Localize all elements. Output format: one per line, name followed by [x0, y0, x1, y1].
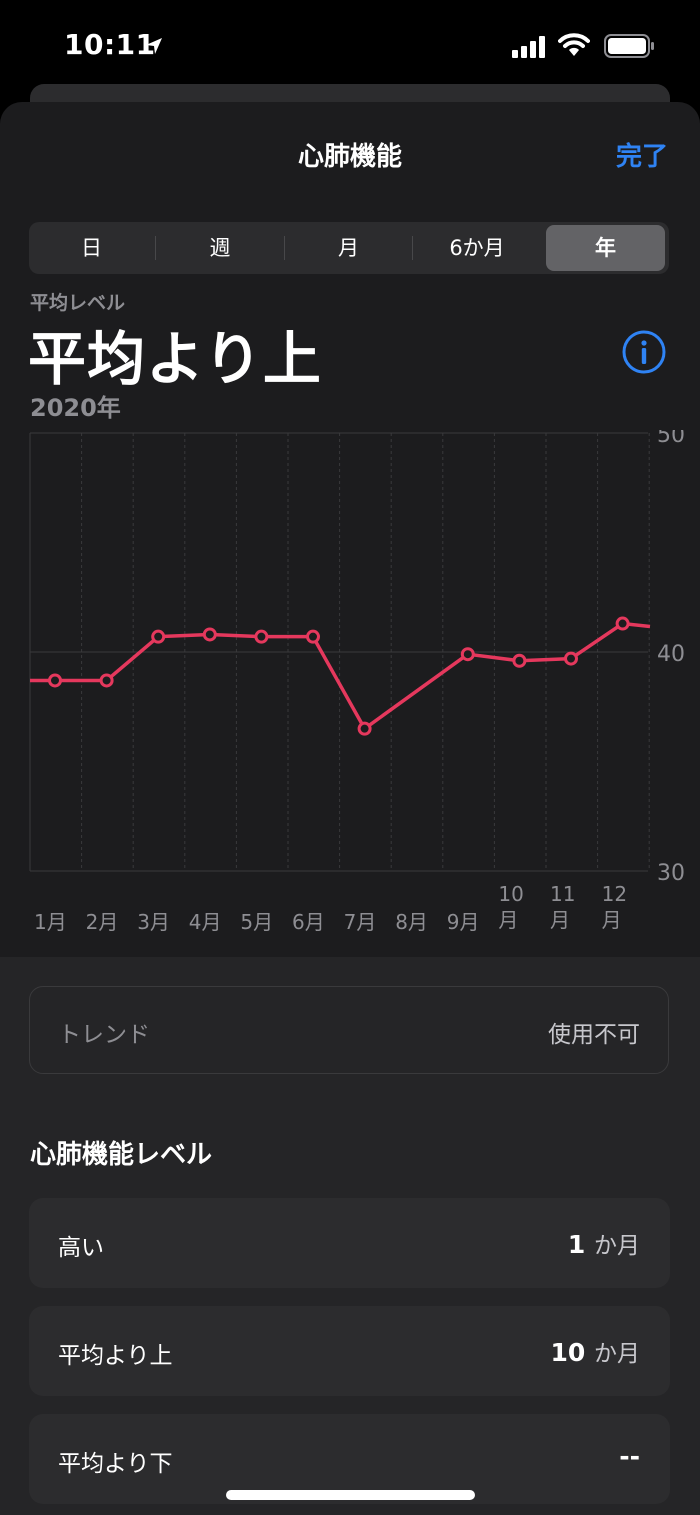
x-tick-label: 12 — [602, 882, 627, 906]
x-tick-label: 8月 — [395, 910, 428, 934]
x-tick-label: 10 — [498, 882, 523, 906]
location-arrow-icon — [146, 38, 162, 54]
level-card-above-average[interactable]: 平均より上 10 か月 — [29, 1306, 670, 1396]
x-tick-label: 3月 — [137, 910, 170, 934]
level-count: -- — [619, 1442, 640, 1471]
segment-week[interactable]: 週 — [209, 236, 231, 260]
data-point — [306, 629, 320, 644]
data-point — [512, 653, 527, 668]
level-value: 1 か月 — [568, 1226, 640, 1260]
trend-card[interactable]: トレンド 使用不可 — [29, 986, 669, 1074]
level-value: -- — [619, 1442, 640, 1471]
done-button[interactable]: 完了 — [615, 142, 668, 172]
y-tick-label: 30 — [657, 861, 685, 886]
data-point — [151, 629, 166, 644]
levels-section-title: 心肺機能レベル — [30, 1140, 213, 1170]
x-tick-label: 11 — [550, 882, 575, 906]
level-unit: か月 — [594, 1233, 640, 1259]
x-tick-label: 1月 — [34, 910, 67, 934]
trend-label: トレンド — [58, 1022, 150, 1048]
battery-icon — [604, 34, 654, 58]
level-label: 高い — [58, 1235, 104, 1261]
level-count: 1 — [567, 1230, 586, 1259]
y-tick-label: 40 — [657, 642, 685, 667]
segment-6-months[interactable]: 6か月 — [449, 236, 505, 260]
average-level-label: 平均レベル — [30, 292, 126, 314]
wifi-icon — [558, 33, 590, 56]
data-point — [48, 673, 62, 688]
x-tick-label: 5月 — [240, 910, 273, 934]
data-point — [460, 647, 475, 662]
segment-divider — [284, 236, 285, 260]
time-range-segmented-control: 日 週 月 6か月 年 — [29, 222, 669, 274]
x-tick-label: 4月 — [189, 910, 222, 934]
status-bar: 10:11 — [0, 0, 700, 90]
x-tick-label: 6月 — [292, 910, 325, 934]
level-label: 平均より下 — [58, 1451, 173, 1477]
info-icon[interactable] — [620, 328, 668, 376]
x-tick-label: 月 — [550, 908, 570, 932]
status-time: 10:11 — [64, 28, 156, 61]
nav-title: 心肺機能 — [297, 142, 402, 172]
level-card-high[interactable]: 高い 1 か月 — [29, 1198, 670, 1288]
segment-month[interactable]: 月 — [338, 236, 359, 260]
data-point — [254, 629, 269, 644]
segment-divider — [155, 236, 156, 260]
home-indicator — [226, 1490, 475, 1500]
data-point — [357, 721, 372, 736]
y-tick-label: 50 — [657, 430, 685, 448]
data-point — [615, 616, 630, 631]
segment-divider — [412, 236, 413, 260]
data-point — [564, 651, 578, 666]
level-value: 10 か月 — [550, 1334, 640, 1368]
level-count: 10 — [550, 1338, 586, 1367]
level-unit: か月 — [594, 1341, 640, 1367]
data-point — [202, 627, 217, 642]
x-tick-label: 9月 — [447, 910, 480, 934]
segment-year[interactable]: 年 — [546, 225, 665, 271]
trend-value: 使用不可 — [548, 1022, 640, 1048]
data-point — [99, 673, 114, 688]
x-tick-label: 月 — [602, 908, 622, 932]
x-tick-label: 2月 — [86, 910, 119, 934]
cellular-signal-icon — [512, 36, 545, 58]
x-tick-label: 7月 — [344, 910, 377, 934]
x-tick-label: 月 — [498, 908, 518, 932]
level-label: 平均より上 — [58, 1343, 173, 1369]
average-level-value: 平均より上 — [28, 325, 322, 393]
level-card-below-average[interactable]: 平均より下 -- — [29, 1414, 670, 1504]
segment-day[interactable]: 日 — [81, 236, 102, 260]
period-label: 2020年 — [30, 394, 121, 422]
